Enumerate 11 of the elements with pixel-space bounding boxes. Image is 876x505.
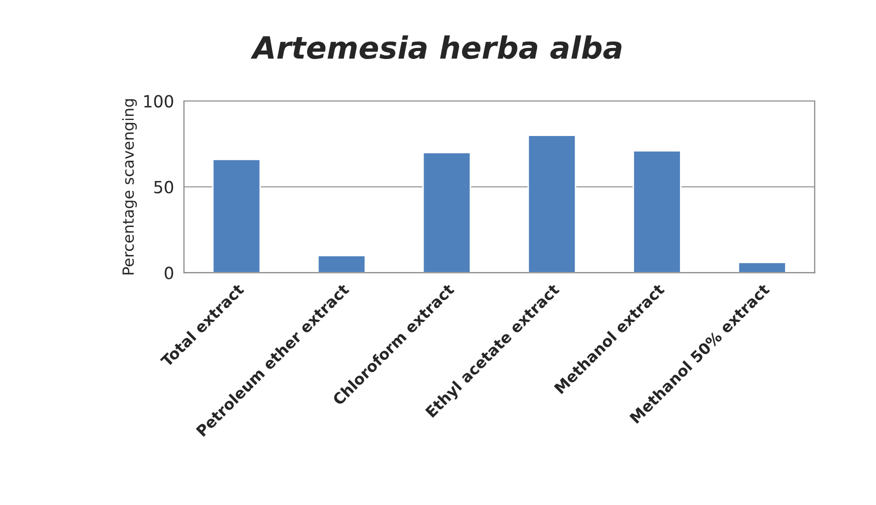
y-tick-label: 0 [164, 266, 174, 280]
chart-title: Artemesia herba alba [250, 35, 622, 59]
y-tick-label: 100 [144, 94, 174, 108]
y-axis-title: Percentage scavenging [122, 99, 137, 274]
bar [317, 254, 366, 273]
bar [738, 262, 786, 273]
bar [422, 152, 472, 273]
bar [528, 134, 576, 273]
bar [632, 150, 682, 273]
y-tick-label: 50 [154, 180, 174, 194]
bar [212, 158, 261, 273]
